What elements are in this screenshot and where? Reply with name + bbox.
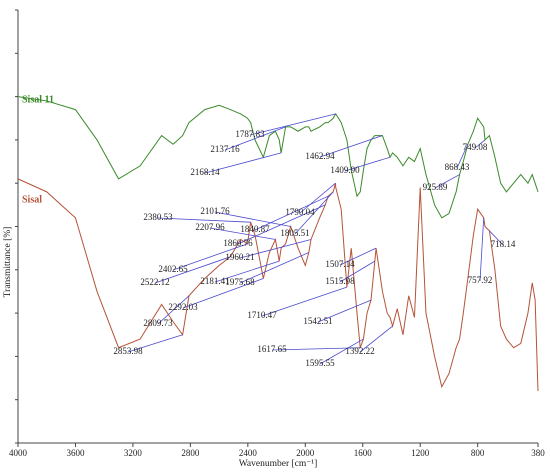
peak-label: 2522.12 [140,277,169,287]
peak-leader [339,260,376,283]
peak-label: 2853.98 [113,346,143,356]
peak-leader [479,217,485,282]
peak-leader [157,217,251,223]
peak-leader [214,211,291,227]
series-label: Sisal [22,194,42,205]
series-label: Sisal 11 [22,94,54,105]
peak-label: 1507.14 [325,259,355,269]
peak-label: 2402.65 [158,264,188,274]
peak-label: 2380.53 [143,212,173,222]
peak-label: 1960.21 [225,252,254,262]
peak-label: 1595.55 [305,358,335,368]
peak-label: 718.14 [491,239,516,249]
x-tick-label: 800 [471,448,485,458]
peak-leader [157,295,190,325]
peak-label: 1617.65 [257,344,287,354]
peak-leader [319,135,383,158]
peak-leader [249,113,336,136]
x-tick-label: 2000 [296,448,315,458]
peak-label: 1840.87 [240,224,270,234]
peak-label: 2181.41 [200,276,229,286]
peak-label: 757.92 [468,275,493,285]
peak-label: 2137.16 [210,144,240,154]
peak-leader [344,156,391,172]
peak-leader [294,191,334,235]
x-tick-label: 4000 [9,448,28,458]
peak-leader [239,239,312,259]
peak-leader [172,243,248,271]
peak-label: 1790.04 [285,207,315,217]
peak-leader [237,204,326,245]
peak-leader [224,126,286,151]
peak-label: 1710.47 [247,310,277,320]
peak-label: 749.08 [463,142,488,152]
peak-label: 1515.98 [325,276,355,286]
peak-label: 1462.94 [305,151,335,161]
peak-label: 1787.83 [235,129,265,139]
peak-leader [182,278,264,309]
peak-leader [434,174,460,189]
x-tick-label: 3600 [66,448,85,458]
peak-label: 2168.14 [190,167,220,177]
peak-label: 1805.51 [280,228,309,238]
x-tick-label: 2400 [239,448,258,458]
peak-label: 1860.76 [223,238,253,248]
peak-label: 2809.73 [143,318,173,328]
peak-leader [317,299,372,323]
peak-leader [154,256,231,284]
y-axis-title: Transmittance [%] [3,227,13,298]
peak-leader [299,182,336,214]
peak-label: 1975.68 [225,277,255,287]
x-tick-label: 380 [531,448,545,458]
peak-label: 868.43 [445,162,470,172]
peak-leader [209,227,276,240]
peak-leader [254,195,329,231]
peak-leader [239,252,309,284]
peak-leader [474,139,486,149]
peak-label: 1542.51 [303,316,332,326]
spectrum-line [17,178,539,392]
peak-label: 1392.22 [345,346,374,356]
peak-leader [339,247,377,266]
peak-leader [359,325,393,353]
peak-leader [204,152,282,174]
x-tick-label: 3200 [124,448,143,458]
peak-leader [456,144,469,169]
peak-label: 1409.90 [330,165,360,175]
peak-label: 2101.76 [200,206,230,216]
peak-leader [489,230,504,246]
x-axis-title: Wavenumber [cm⁻¹] [239,459,318,469]
peak-label: 2292.03 [168,302,198,312]
peak-leader [214,260,280,283]
peak-leader [127,334,183,353]
x-tick-label: 2800 [181,448,200,458]
peak-label: 2207.96 [195,222,225,232]
peak-leader [271,347,361,351]
x-tick-label: 1200 [411,448,430,458]
x-tick-label: 1600 [354,448,373,458]
spectrum-line [17,96,539,219]
peak-leader [319,338,364,365]
peak-label: 925.89 [423,182,448,192]
peak-leader [261,286,348,317]
